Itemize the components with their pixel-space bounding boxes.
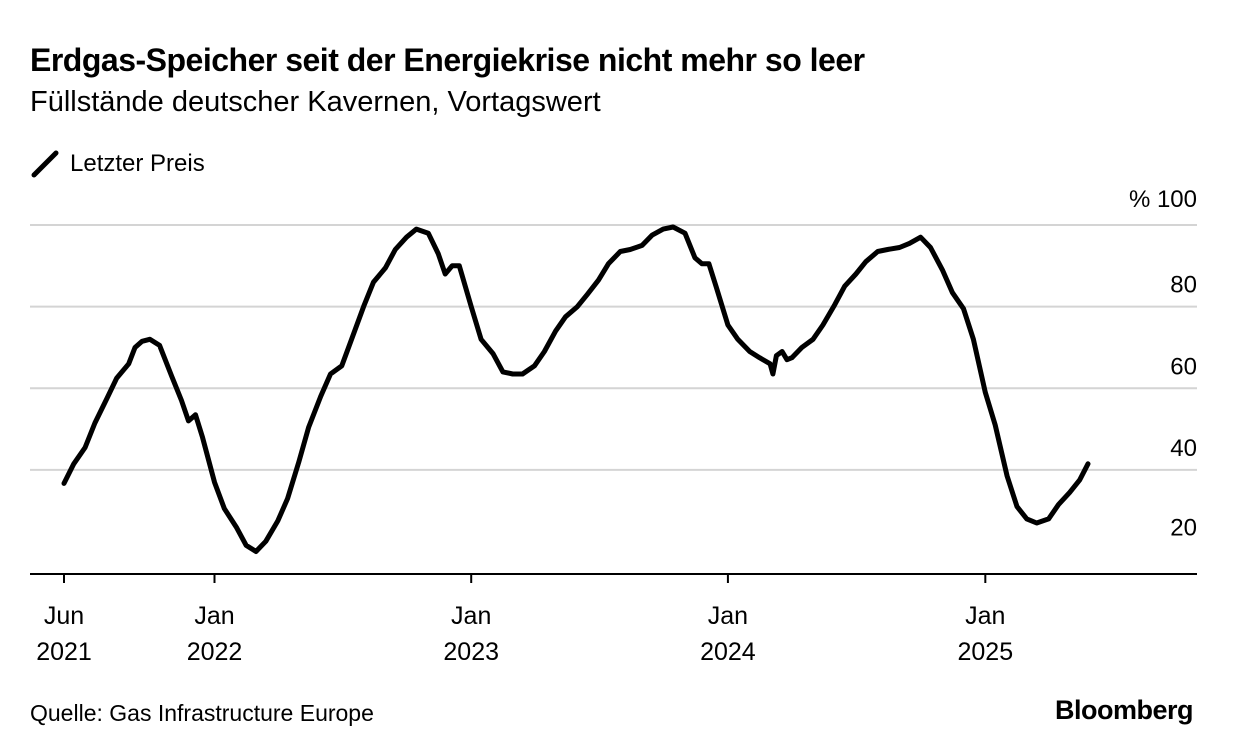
bloomberg-logo: Bloomberg xyxy=(1054,695,1194,725)
x-tick-label-year: 2022 xyxy=(187,638,243,666)
x-tick-label-year: 2021 xyxy=(36,638,92,666)
x-tick-label-year: 2023 xyxy=(443,638,499,666)
x-tick-label-month: Jan xyxy=(965,602,1005,630)
y-tick-label: 60 xyxy=(1170,353,1197,380)
chart-subtitle: Füllstände deutscher Kavernen, Vortagswe… xyxy=(30,86,601,118)
y-tick-label: % 100 xyxy=(1129,186,1197,213)
y-tick-label: 40 xyxy=(1170,435,1197,462)
chart-title: Erdgas-Speicher seit der Energiekrise ni… xyxy=(30,42,865,78)
x-tick-label-month: Jan xyxy=(708,602,748,630)
source-note: Quelle: Gas Infrastructure Europe xyxy=(30,700,374,726)
y-tick-label: 80 xyxy=(1170,272,1197,299)
y-tick-label: 20 xyxy=(1170,515,1197,542)
x-tick-label-month: Jan xyxy=(451,602,491,630)
x-tick-label-year: 2024 xyxy=(700,638,756,666)
x-tick-label-month: Jan xyxy=(194,602,234,630)
series-line xyxy=(61,224,1091,554)
x-tick-label-month: Jun xyxy=(44,602,84,630)
legend-label: Letzter Preis xyxy=(70,150,205,177)
legend-line-icon xyxy=(31,150,59,178)
x-tick-label-year: 2025 xyxy=(958,638,1014,666)
legend: Letzter Preis xyxy=(30,149,205,179)
